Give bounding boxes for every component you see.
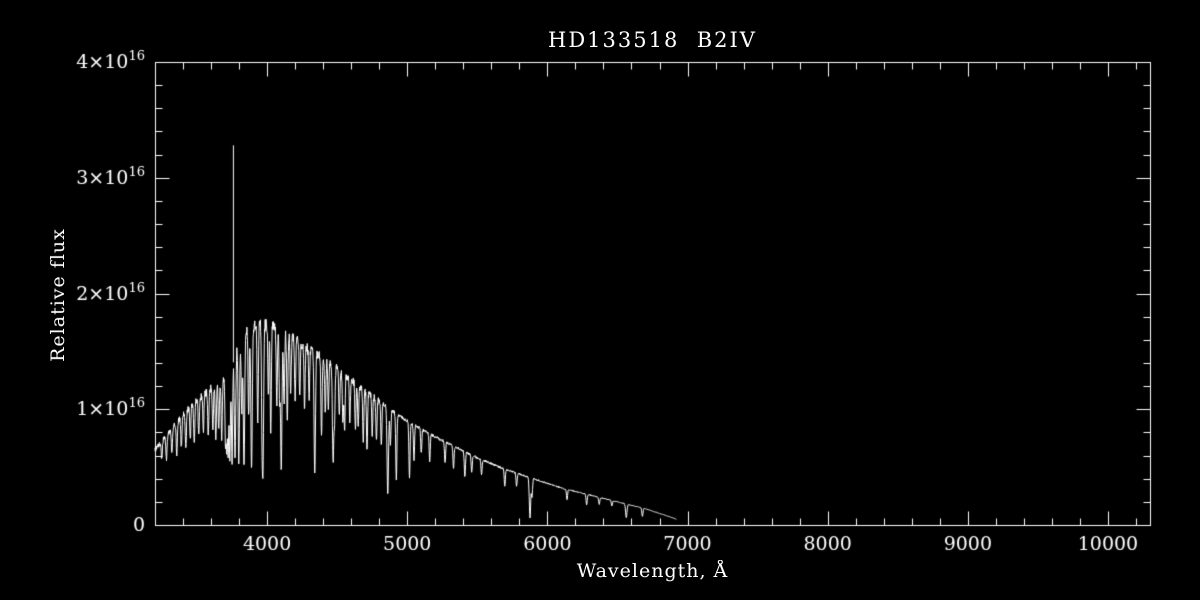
y-axis-label: Relative flux — [47, 228, 69, 362]
chart-title: HD133518 B2IV — [548, 28, 757, 52]
x-axis-label: Wavelength, Å — [576, 560, 729, 582]
